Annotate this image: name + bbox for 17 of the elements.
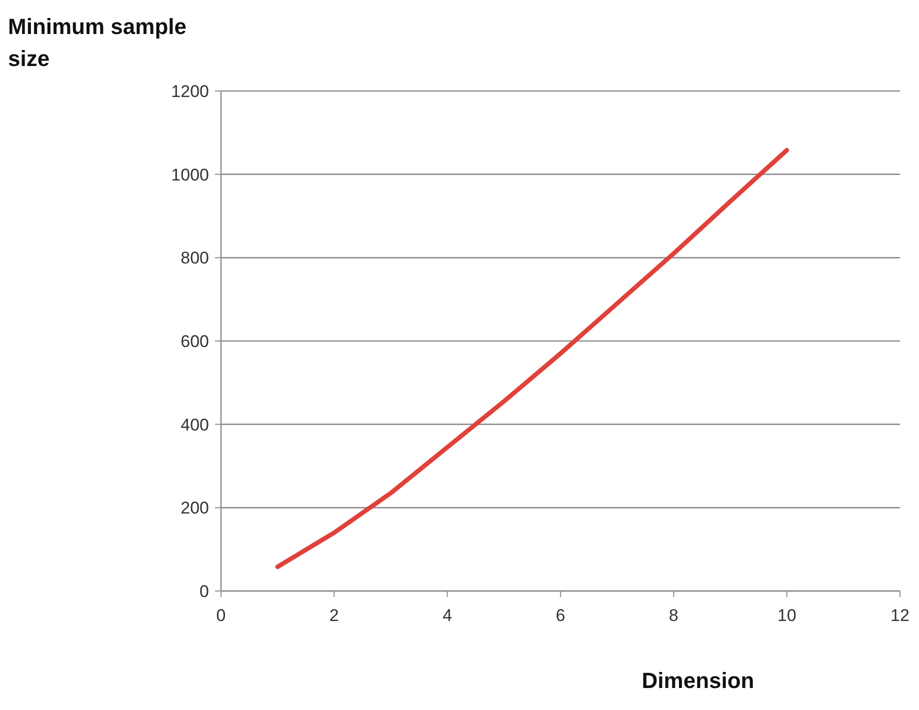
y-tick-label: 600 — [180, 332, 209, 351]
y-tick-label: 1200 — [171, 82, 209, 101]
y-tick-label: 0 — [200, 582, 209, 601]
y-tick-label: 800 — [180, 248, 209, 268]
x-tick-label: 0 — [216, 606, 226, 625]
y-tick-label: 1000 — [171, 165, 209, 184]
y-tick-label: 400 — [180, 415, 209, 434]
y-axis-title: Minimum sample size — [8, 14, 186, 71]
x-tick-label: 12 — [890, 606, 910, 625]
x-tick-label: 10 — [777, 606, 796, 625]
y-tick-label: 200 — [180, 498, 209, 518]
x-tick-label: 6 — [556, 606, 566, 625]
x-tick-label: 2 — [329, 606, 339, 625]
x-tick-label: 4 — [442, 606, 452, 625]
x-axis-title: Dimension — [642, 668, 754, 693]
line-series — [275, 148, 790, 570]
x-tick-label: 8 — [668, 606, 678, 625]
